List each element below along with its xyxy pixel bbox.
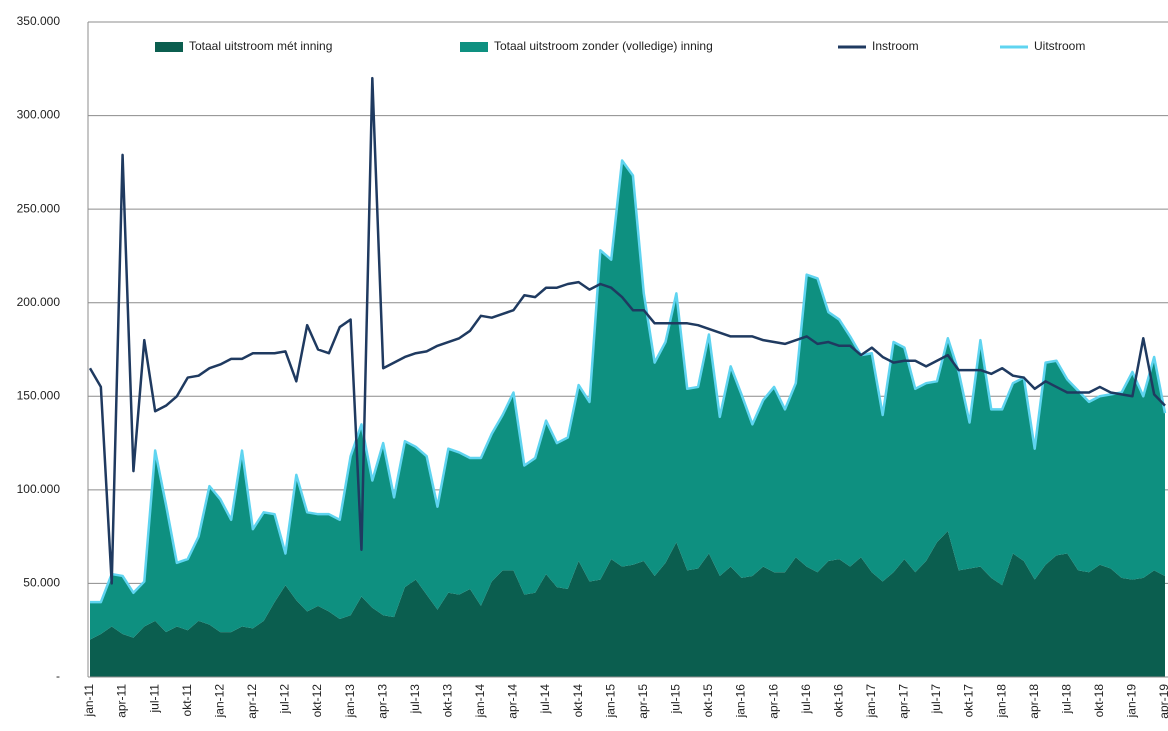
legend-swatch — [155, 42, 183, 52]
y-tick-label: 250.000 — [17, 201, 61, 215]
x-tick-label: jan-18 — [994, 684, 1008, 719]
x-tick-label: okt-16 — [831, 684, 845, 718]
y-tick-label: 150.000 — [17, 388, 61, 402]
x-tick-label: jul-16 — [799, 684, 813, 715]
x-tick-label: jan-12 — [212, 684, 226, 719]
y-tick-label: 350.000 — [17, 14, 61, 28]
line — [88, 76, 1166, 585]
x-tick-label: jan-11 — [82, 684, 96, 718]
x-tick-label: jul-12 — [278, 684, 292, 715]
x-tick-label: okt-15 — [701, 684, 715, 718]
x-tick-label: apr-16 — [766, 684, 780, 719]
x-tick-label: apr-17 — [897, 684, 911, 719]
x-tick-label: apr-13 — [375, 684, 389, 719]
x-tick-label: jul-14 — [538, 684, 552, 715]
x-tick-label: okt-18 — [1092, 684, 1106, 718]
legend-label: Totaal uitstroom mét inning — [189, 39, 332, 53]
x-tick-label: apr-11 — [115, 684, 129, 718]
legend-swatch — [460, 42, 488, 52]
legend-label: Uitstroom — [1034, 39, 1085, 53]
x-tick-label: jan-16 — [734, 684, 748, 719]
x-tick-label: jan-17 — [864, 684, 878, 719]
x-tick-label: jul-11 — [147, 684, 161, 714]
x-tick-label: jul-18 — [1059, 684, 1073, 715]
x-tick-label: okt-14 — [571, 684, 585, 718]
area — [90, 531, 1165, 677]
x-tick-label: okt-12 — [310, 684, 324, 718]
y-tick-label: 200.000 — [17, 295, 61, 309]
x-tick-label: apr-14 — [506, 684, 520, 719]
x-tick-label: jul-17 — [929, 684, 943, 715]
x-tick-label: jan-19 — [1125, 684, 1139, 719]
x-tick-label: jul-13 — [408, 684, 422, 715]
x-tick-label: okt-11 — [180, 684, 194, 717]
line — [90, 159, 1167, 604]
x-tick-label: apr-15 — [636, 684, 650, 719]
x-tick-label: okt-13 — [441, 684, 455, 718]
x-tick-label: apr-12 — [245, 684, 259, 719]
x-tick-label: jan-14 — [473, 684, 487, 719]
y-tick-label: 50.000 — [23, 576, 60, 590]
area — [90, 160, 1165, 640]
x-tick-label: jan-13 — [343, 684, 357, 719]
x-tick-label: jan-15 — [603, 684, 617, 719]
legend-label: Totaal uitstroom zonder (volledige) inni… — [494, 39, 713, 53]
y-tick-label: 100.000 — [17, 482, 61, 496]
x-tick-label: okt-17 — [962, 684, 976, 718]
y-tick-label: 300.000 — [17, 108, 61, 122]
legend-label: Instroom — [872, 39, 919, 53]
x-tick-label: apr-18 — [1027, 684, 1041, 719]
x-tick-label: jul-15 — [669, 684, 683, 715]
y-tick-label: - — [56, 669, 60, 683]
x-tick-label: apr-19 — [1157, 684, 1168, 719]
